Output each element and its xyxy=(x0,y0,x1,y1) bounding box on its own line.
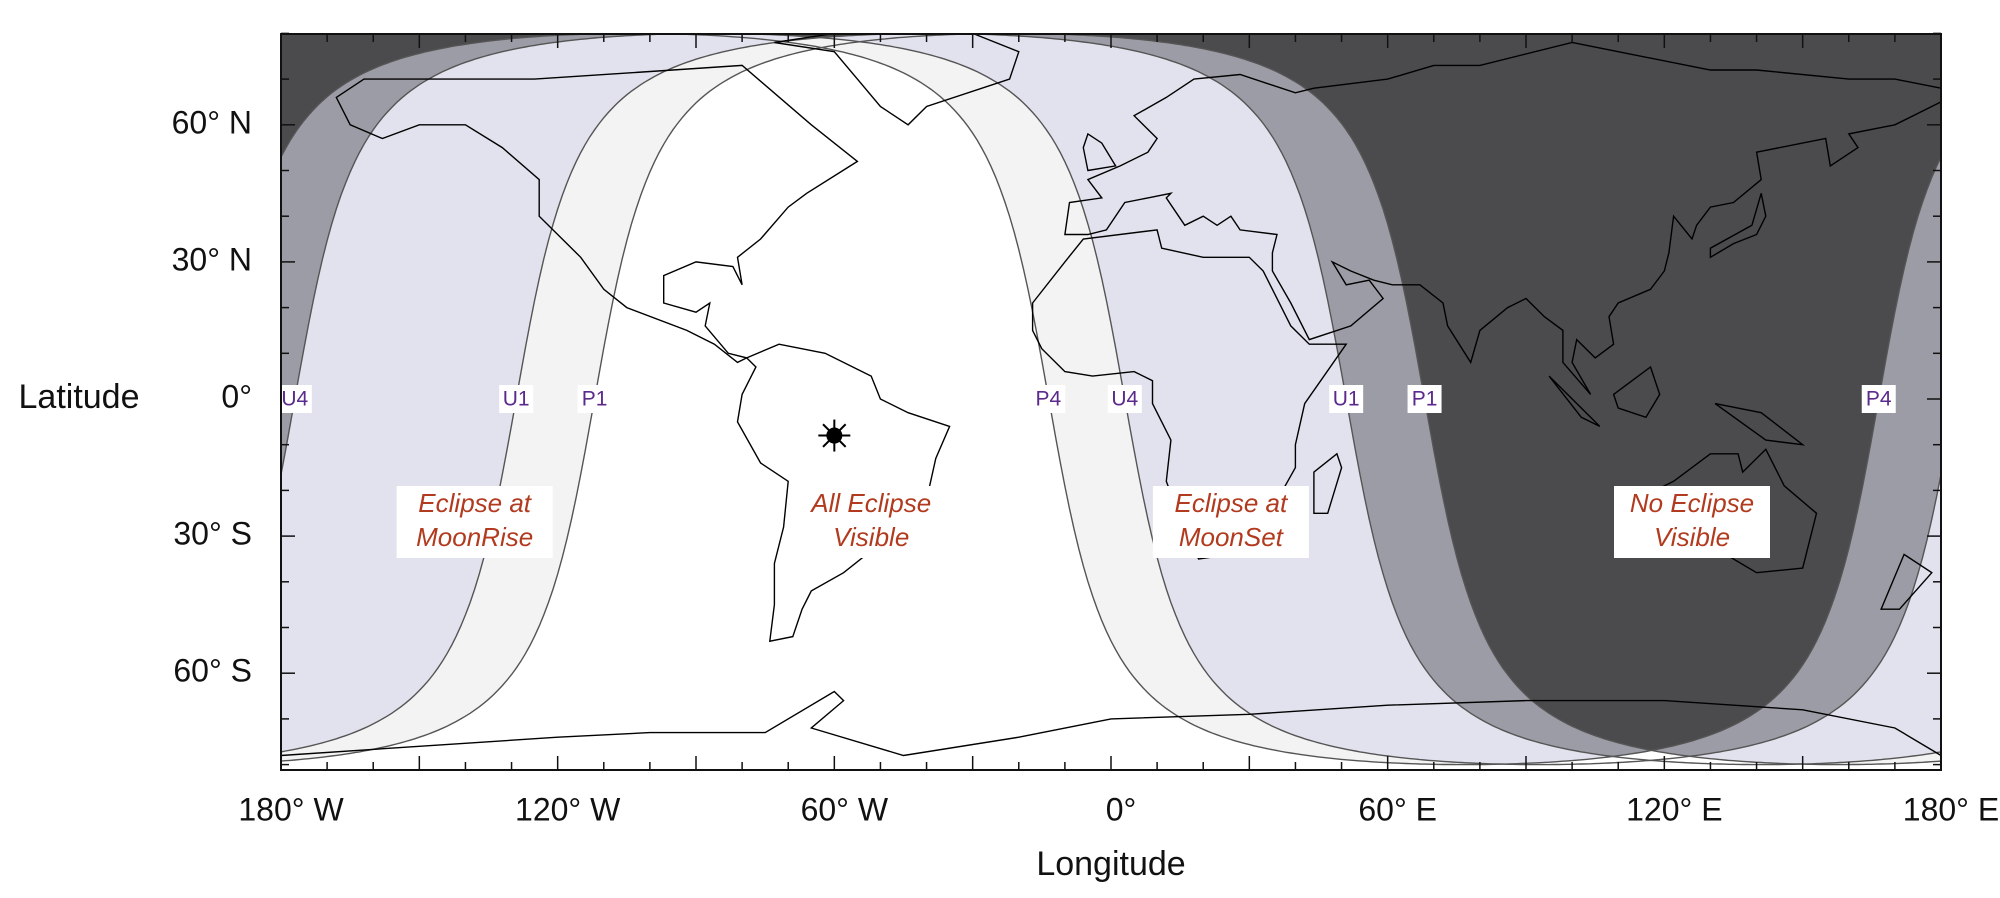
contact-label-box xyxy=(1329,385,1364,413)
region-label: Visible xyxy=(833,522,909,552)
x-axis-title: Longitude xyxy=(1036,845,1185,883)
region-label-box xyxy=(1152,486,1309,558)
region-label: Eclipse at xyxy=(1175,488,1289,518)
contact-label-box xyxy=(577,385,612,413)
y-tick-label: 60° S xyxy=(173,653,252,689)
region-label-box xyxy=(1614,486,1770,558)
plot-frame xyxy=(280,33,1942,771)
x-tick-label: 180° W xyxy=(238,791,344,827)
coastline xyxy=(1082,132,1117,172)
region-label-box xyxy=(396,486,553,558)
x-tick-label: 120° E xyxy=(1626,791,1722,827)
contact-label: P1 xyxy=(582,388,608,411)
coastline xyxy=(774,34,1020,126)
contact-label-box xyxy=(499,385,534,413)
region-label: Visible xyxy=(1654,522,1730,552)
antarctica-coast xyxy=(281,690,1941,757)
sublunar-ray xyxy=(833,423,847,437)
coastline xyxy=(1313,452,1343,514)
coastlines xyxy=(281,34,1941,757)
region-label: No Eclipse xyxy=(1630,488,1754,518)
y-tick-label: 30° S xyxy=(173,516,252,552)
contact-label: P4 xyxy=(1866,388,1892,411)
x-tick-label: 60° W xyxy=(801,791,889,827)
x-tick-label: 120° W xyxy=(515,791,621,827)
sublunar-ray xyxy=(822,434,836,448)
coastline xyxy=(1064,41,1941,395)
region-label-box xyxy=(793,486,950,558)
y-tick-label: 0° xyxy=(221,378,252,414)
contact-label-box xyxy=(1861,385,1896,413)
region-label: MoonSet xyxy=(1179,522,1285,552)
region-label: MoonRise xyxy=(416,522,533,552)
x-tick-label: 60° E xyxy=(1358,791,1437,827)
labels: 60° N 30° N 0° 30° S 60° S 180° W 120° W 60° W 0… xyxy=(172,32,1999,827)
coastline xyxy=(1714,402,1806,446)
coastline xyxy=(1548,375,1601,428)
region-label: Eclipse at xyxy=(418,488,532,518)
y-tick-label: 30° N xyxy=(172,241,252,277)
coastline xyxy=(1880,553,1933,610)
coastline xyxy=(1709,193,1767,259)
contact-label-box xyxy=(1031,385,1066,413)
sublunar-ray xyxy=(822,423,836,437)
contact-label: P4 xyxy=(1035,388,1061,411)
sublunar-ray xyxy=(833,434,847,448)
contact-label: U4 xyxy=(1111,388,1138,411)
coastline xyxy=(1612,365,1661,419)
contact-label: U1 xyxy=(1333,388,1360,411)
contact-label-box xyxy=(1107,385,1142,413)
contact-label-box xyxy=(1407,385,1442,413)
y-tick-label: 60° N xyxy=(172,104,252,140)
coastline xyxy=(736,343,951,643)
contact-label: P1 xyxy=(1412,388,1438,411)
x-tick-label: 180° E xyxy=(1903,791,1999,827)
contact-label-box xyxy=(277,385,312,413)
x-tick-label: 0° xyxy=(1106,791,1137,827)
region-label: All Eclipse xyxy=(809,488,931,518)
coastline xyxy=(335,64,859,364)
contact-label: U4 xyxy=(281,388,308,411)
y-axis-title: Latitude xyxy=(19,378,140,416)
contact-label: U1 xyxy=(503,388,530,411)
